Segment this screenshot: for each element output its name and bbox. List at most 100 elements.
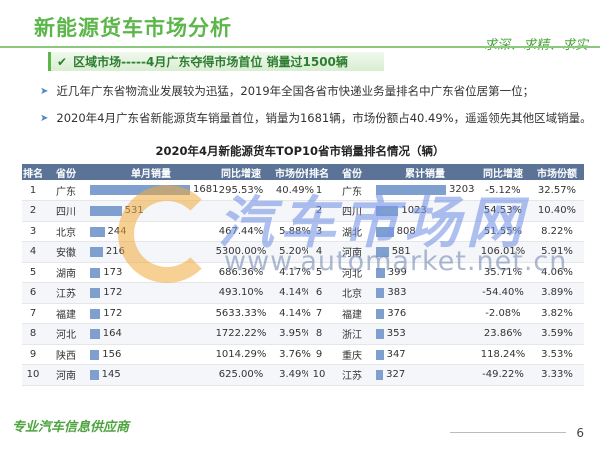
sales-bar: [376, 267, 385, 278]
share-cell: 32.57%: [530, 180, 584, 201]
share-cell: 3.33%: [530, 364, 584, 386]
growth-cell: 1014.29%: [214, 344, 268, 365]
growth-cell: 625.00%: [214, 364, 268, 386]
sales-value: 353: [386, 328, 406, 339]
share-cell: 10.40%: [530, 200, 584, 222]
header-rank: 排名: [308, 164, 330, 180]
sales-bar: [376, 288, 385, 298]
growth-cell: 1722.22%: [214, 323, 268, 345]
growth-cell: [214, 200, 268, 222]
rank-cell: 5: [308, 262, 330, 283]
growth-cell: 5633.33%: [214, 303, 268, 324]
rank-cell: 9: [22, 344, 44, 365]
growth-cell: 51.55%: [476, 221, 530, 242]
share-cell: 3.53%: [530, 344, 584, 365]
sales-cell: 156: [88, 344, 214, 365]
rank-cell: 1: [22, 180, 44, 201]
monthly-sales-table: 排名 省份 单月销量 同比增速 市场份额 1 广东 1681 295.53% 40.49…: [22, 164, 322, 386]
section-title: 区域市场-----4月广东夺得市场首位 销量过1500辆: [73, 55, 348, 69]
bullet-text: 近几年广东省物流业发展较为迅猛，2019年全国各省市快递业务量排名中广东省位居第…: [56, 84, 535, 98]
header-growth: 同比增速: [476, 164, 530, 180]
sales-bar: [90, 329, 100, 339]
monthly-row: 8 河北 164 1722.22% 3.95%: [22, 323, 322, 345]
province-cell: 湖南: [44, 262, 88, 283]
growth-cell: 54.53%: [476, 200, 530, 222]
header-rank: 排名: [22, 164, 44, 180]
sales-bar: [376, 308, 385, 319]
slogan: 求深、求精、求实: [484, 34, 588, 53]
sales-value: 173: [103, 266, 123, 278]
bullet-item: ➤ 2020年4月广东省新能源货车销量首位，销量为1681辆，市场份额占40.4…: [40, 110, 592, 126]
cumulative-row: 9 重庆 347 118.24% 3.53%: [308, 344, 584, 365]
sales-bar: [376, 247, 389, 257]
growth-cell: 106.01%: [476, 241, 530, 263]
sales-bar: [90, 288, 101, 298]
province-cell: 湖北: [330, 221, 374, 242]
rank-cell: 10: [22, 364, 44, 386]
rank-cell: 8: [22, 323, 44, 345]
province-cell: 河南: [330, 241, 374, 263]
title-divider: [0, 46, 600, 48]
province-cell: 浙江: [330, 323, 374, 345]
sales-value: 244: [107, 225, 127, 237]
province-cell: 广东: [44, 180, 88, 201]
share-cell: 3.59%: [530, 323, 584, 345]
rank-cell: 10: [308, 364, 330, 386]
cumulative-row: 1 广东 3203 -5.12% 32.57%: [308, 180, 584, 201]
growth-cell: -5.12%: [476, 180, 530, 201]
check-icon: ✔: [57, 54, 68, 69]
sales-value: 145: [101, 369, 121, 380]
growth-cell: -49.22%: [476, 364, 530, 386]
rank-cell: 9: [308, 344, 330, 365]
sales-value: 347: [386, 348, 406, 360]
rank-cell: 3: [22, 221, 44, 242]
header-share: 市场份额: [530, 164, 584, 180]
arrow-bullet-icon: ➤: [40, 112, 49, 124]
sales-cell: 383: [374, 282, 476, 304]
growth-cell: 118.24%: [476, 344, 530, 365]
sales-cell: 172: [88, 303, 214, 324]
growth-cell: 23.86%: [476, 323, 530, 345]
sales-bar: [376, 349, 384, 360]
sales-value: 156: [102, 348, 122, 360]
sales-cell: 3203: [374, 180, 476, 201]
sales-bar: [376, 206, 399, 216]
sales-cell: 376: [374, 303, 476, 324]
share-cell: 8.22%: [530, 221, 584, 242]
sales-value: 399: [387, 266, 407, 278]
sales-bar: [90, 226, 105, 237]
watermark-url: www.automarket.net.cn: [224, 246, 568, 277]
header-cumulative-sales: 累计销量: [374, 164, 476, 180]
sales-bar: [376, 329, 384, 339]
share-cell: 3.89%: [530, 282, 584, 304]
province-cell: 福建: [330, 303, 374, 324]
sales-cell: 581: [374, 241, 476, 263]
province-cell: 四川: [330, 200, 374, 222]
sales-cell: 808: [374, 221, 476, 242]
rank-cell: 6: [22, 282, 44, 304]
footer-divider: [450, 432, 566, 433]
province-cell: 四川: [44, 200, 88, 222]
header-province: 省份: [330, 164, 374, 180]
cumulative-row: 6 北京 383 -54.40% 3.89%: [308, 282, 584, 304]
sales-bar: [90, 267, 101, 278]
rank-cell: 2: [22, 200, 44, 222]
sales-cell: 172: [88, 282, 214, 304]
arrow-bullet-icon: ➤: [40, 85, 49, 97]
section-header: ✔ 区域市场-----4月广东夺得市场首位 销量过1500辆: [48, 52, 384, 71]
cumulative-row: 5 河北 399 35.71% 4.06%: [308, 262, 584, 283]
watermark-logo: [118, 185, 216, 283]
header-monthly-sales: 单月销量: [88, 164, 214, 180]
sales-value: 216: [105, 246, 125, 257]
province-cell: 北京: [330, 282, 374, 304]
growth-cell: 35.71%: [476, 262, 530, 283]
rank-cell: 7: [22, 303, 44, 324]
sales-value: 808: [396, 225, 416, 237]
sales-cell: 347: [374, 344, 476, 365]
growth-cell: 5300.00%: [214, 241, 268, 263]
header-province: 省份: [44, 164, 88, 180]
rank-cell: 7: [308, 303, 330, 324]
sales-bar: [90, 308, 101, 319]
share-cell: 5.91%: [530, 241, 584, 263]
sales-cell: 327: [374, 364, 476, 386]
